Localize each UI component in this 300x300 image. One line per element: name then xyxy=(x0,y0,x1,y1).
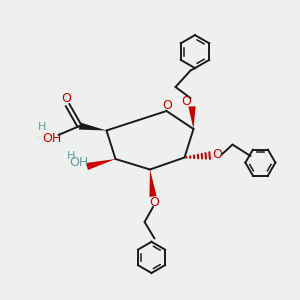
Text: O: O xyxy=(163,99,172,112)
Text: O: O xyxy=(61,92,71,105)
Polygon shape xyxy=(149,169,157,197)
Polygon shape xyxy=(188,106,196,129)
Text: H: H xyxy=(67,151,76,161)
Text: O: O xyxy=(212,148,222,161)
Polygon shape xyxy=(79,122,106,130)
Text: O: O xyxy=(149,196,159,209)
Text: H: H xyxy=(38,122,46,133)
Text: OH: OH xyxy=(69,156,88,170)
Text: O: O xyxy=(182,94,191,108)
Text: OH: OH xyxy=(42,132,62,145)
Polygon shape xyxy=(86,159,116,170)
